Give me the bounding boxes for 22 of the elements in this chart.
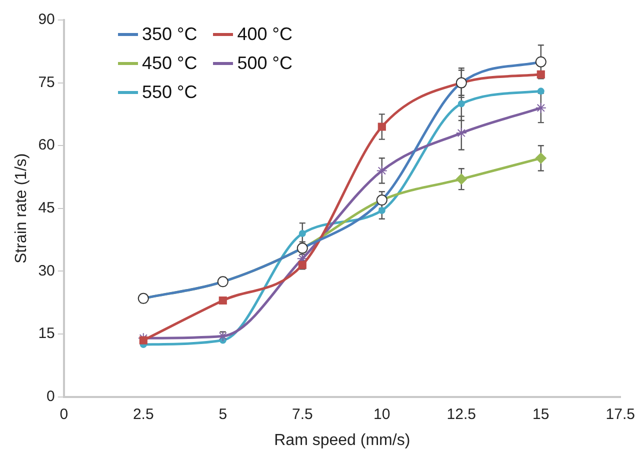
y-tick-label: 15	[38, 325, 55, 342]
y-tick-label: 90	[38, 11, 55, 28]
x-tick-label: 0	[60, 406, 68, 423]
x-axis-title: Ram speed (mm/s)	[274, 432, 410, 449]
x-tick-label: 5	[218, 406, 228, 423]
x-tick-label: 2.5	[132, 406, 154, 423]
x-tick-label: 7.5	[292, 406, 313, 423]
x-tick-label: 15	[532, 406, 550, 423]
x-tick-label: 17.5	[606, 406, 636, 423]
y-tick-label: 30	[38, 262, 55, 280]
x-tick-label: 12.5	[446, 406, 476, 423]
y-tick-label: 75	[38, 74, 55, 91]
legend-label: 550 °C	[142, 82, 198, 103]
y-axis-title: Strain rate (1/s)	[13, 153, 30, 264]
legend-label: 400 °C	[237, 24, 292, 45]
y-tick-label: 45	[38, 200, 55, 217]
y-tick-label: 60	[38, 136, 55, 154]
legend-label: 350 °C	[142, 24, 198, 45]
y-tick-label: 0	[46, 388, 55, 405]
legend-label: 500 °C	[237, 53, 292, 74]
legend-label: 450 °C	[142, 53, 198, 74]
x-tick-label: 10	[374, 406, 390, 423]
